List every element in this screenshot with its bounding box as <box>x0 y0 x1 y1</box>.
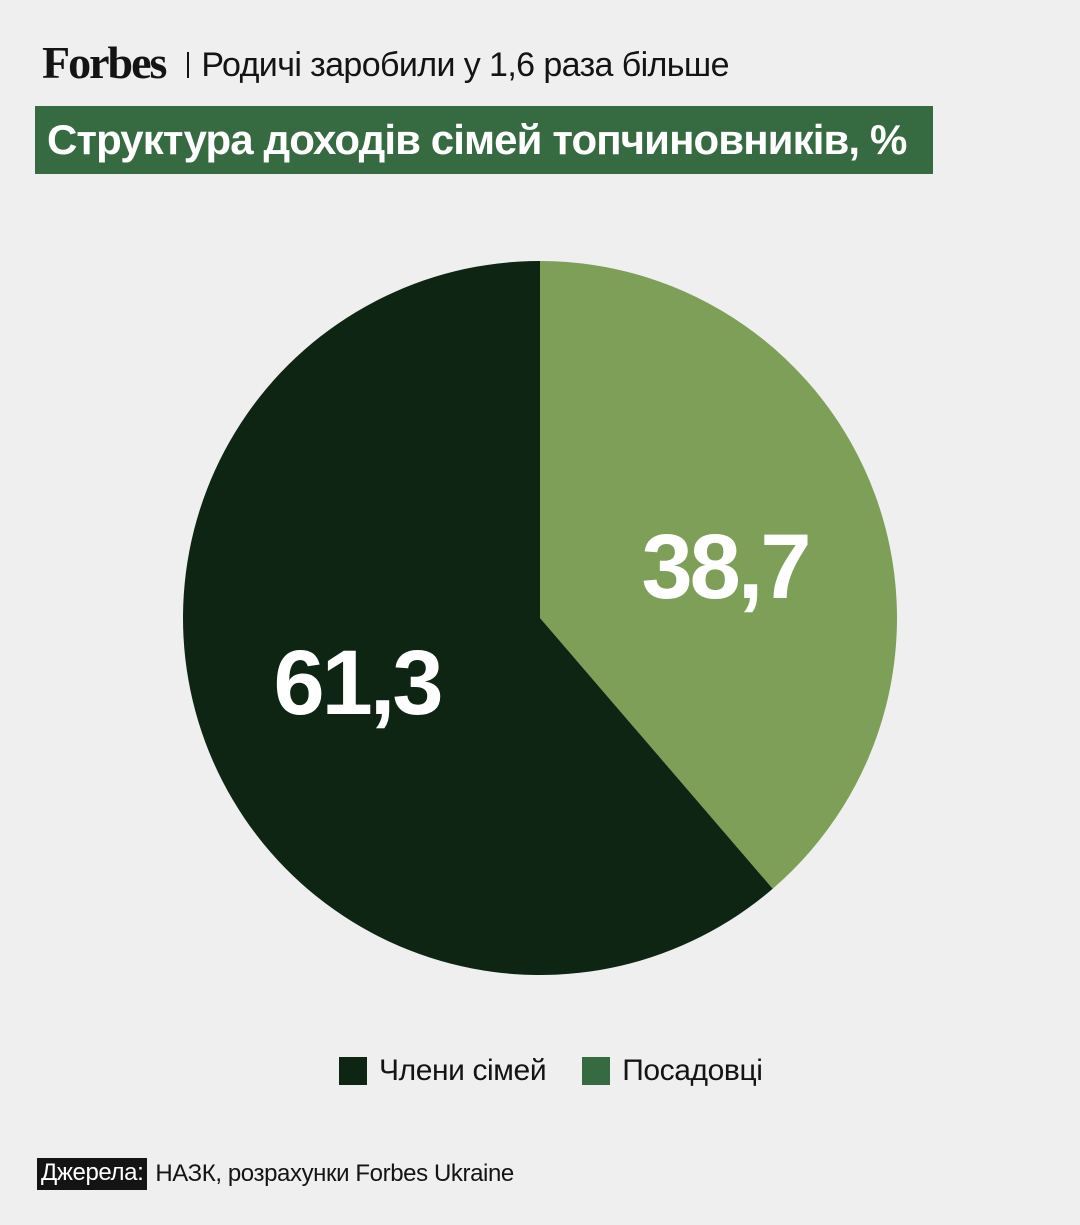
source-text: НАЗК, розрахунки Forbes Ukraine <box>155 1160 514 1187</box>
forbes-logo: Forbes <box>42 37 167 88</box>
legend-swatch-family <box>339 1057 367 1085</box>
chart-title: Структура доходів сімей топчиновників, % <box>47 116 907 163</box>
legend-item-family: Члени сімей <box>339 1054 547 1087</box>
header: Forbes Родичі заробили у 1,6 раза більше <box>42 38 729 88</box>
header-subtitle: Родичі заробили у 1,6 раза більше <box>201 46 729 84</box>
slice-label-family: 61,3 <box>273 632 440 734</box>
legend-label-officials: Посадовці <box>622 1054 763 1087</box>
legend-swatch-officials <box>582 1057 611 1085</box>
legend-item-officials: Посадовці <box>582 1054 763 1087</box>
pie-slice-officials <box>540 261 898 889</box>
legend-label-family: Члени сімей <box>379 1054 547 1087</box>
header-separator <box>187 52 190 78</box>
pie-slice-family <box>183 261 773 975</box>
legend: Члени сімей Посадовці <box>339 1055 763 1087</box>
chart-title-band: Структура доходів сімей топчиновників, % <box>35 106 933 174</box>
slice-label-officials: 38,7 <box>641 516 808 618</box>
source-note: Джерела: НАЗК, розрахунки Forbes Ukraine <box>37 1158 514 1190</box>
source-tag: Джерела: <box>37 1158 148 1190</box>
